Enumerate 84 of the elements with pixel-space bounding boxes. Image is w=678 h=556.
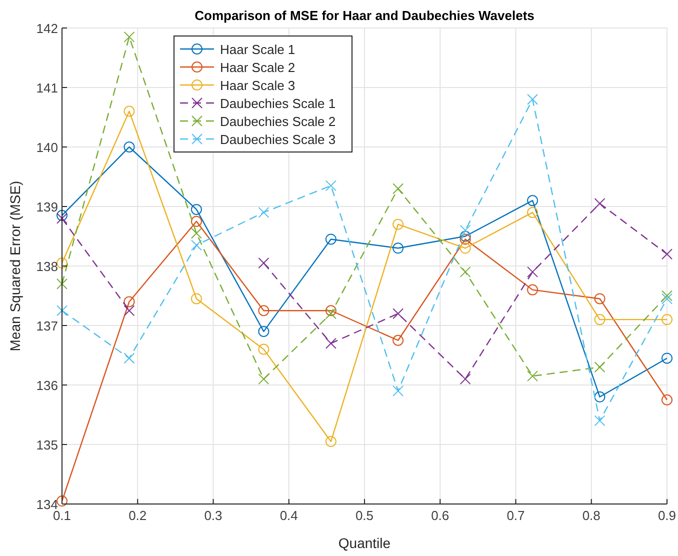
point xyxy=(56,278,68,290)
point xyxy=(460,224,471,236)
point xyxy=(392,385,404,396)
x-axis-title: Quantile xyxy=(338,535,391,551)
y-tick-label: 136 xyxy=(36,378,58,393)
point xyxy=(594,198,606,210)
legend-label: Daubechies Scale 1 xyxy=(220,96,336,111)
point xyxy=(527,94,538,105)
point xyxy=(527,195,538,206)
y-tick-label: 135 xyxy=(36,438,58,452)
point xyxy=(56,210,68,221)
point xyxy=(594,391,606,402)
point xyxy=(392,183,404,194)
point xyxy=(594,362,606,373)
point xyxy=(460,234,471,245)
x-tick-label: 0.7 xyxy=(506,508,525,523)
x-tick-label: 0.8 xyxy=(582,508,600,523)
point xyxy=(258,206,270,218)
point xyxy=(325,308,336,320)
point xyxy=(124,296,135,308)
x-tick-label: 0.4 xyxy=(280,508,298,523)
y-tick-label: 139 xyxy=(36,200,58,214)
point xyxy=(460,230,471,242)
point xyxy=(124,352,135,364)
point xyxy=(56,258,68,269)
y-tick-label: 141 xyxy=(36,80,58,96)
point xyxy=(662,293,672,304)
legend-label: Daubechies Scale 2 xyxy=(220,114,336,129)
point xyxy=(527,284,538,296)
point xyxy=(662,290,672,302)
point xyxy=(190,240,202,251)
point xyxy=(258,326,270,337)
point xyxy=(325,234,336,245)
point xyxy=(325,436,336,448)
point xyxy=(460,374,471,385)
legend-label: Daubechies Scale 3 xyxy=(220,132,336,147)
point xyxy=(662,248,672,260)
point xyxy=(662,352,672,364)
point xyxy=(662,314,672,326)
x-tick-label: 0.5 xyxy=(355,508,374,523)
y-axis-title: Mean Squared Error (MSE) xyxy=(7,180,23,352)
point xyxy=(258,374,270,385)
point xyxy=(190,216,202,227)
legend-label: Haar Scale 1 xyxy=(220,42,296,57)
point xyxy=(594,293,606,304)
point xyxy=(124,305,135,316)
point xyxy=(258,344,270,355)
point xyxy=(460,242,471,254)
point xyxy=(527,266,538,278)
chart-title: Comparison of MSE for Haar and Daubechies Wavelets xyxy=(194,8,534,23)
point xyxy=(325,305,336,316)
point xyxy=(392,308,404,320)
point xyxy=(190,293,202,304)
point xyxy=(325,180,336,192)
point xyxy=(124,142,135,152)
point xyxy=(392,334,404,346)
point xyxy=(56,496,68,507)
point xyxy=(325,338,336,349)
point xyxy=(594,314,606,326)
point xyxy=(392,242,404,254)
x-tick-label: 0.2 xyxy=(128,508,147,523)
y-tick-label: 137 xyxy=(36,318,58,334)
point xyxy=(527,206,538,218)
y-tick-label: 138 xyxy=(36,259,58,274)
point xyxy=(190,204,202,215)
y-tick-label: 140 xyxy=(36,140,58,155)
point xyxy=(258,258,270,269)
point xyxy=(56,212,68,224)
legend-label: Haar Scale 3 xyxy=(220,78,296,93)
x-tick-label: 0.9 xyxy=(658,508,676,523)
point xyxy=(124,31,135,42)
point xyxy=(392,218,404,230)
x-tick-label: 0.6 xyxy=(431,508,450,523)
point xyxy=(56,305,68,316)
point xyxy=(460,266,471,278)
point xyxy=(258,305,270,316)
legend-label: Haar Scale 2 xyxy=(220,60,296,75)
point xyxy=(527,370,538,382)
point xyxy=(594,415,606,426)
y-tick-label: 142 xyxy=(36,21,58,36)
point xyxy=(124,106,135,117)
point xyxy=(662,394,672,406)
x-tick-label: 0.3 xyxy=(204,508,222,523)
point xyxy=(190,228,202,239)
